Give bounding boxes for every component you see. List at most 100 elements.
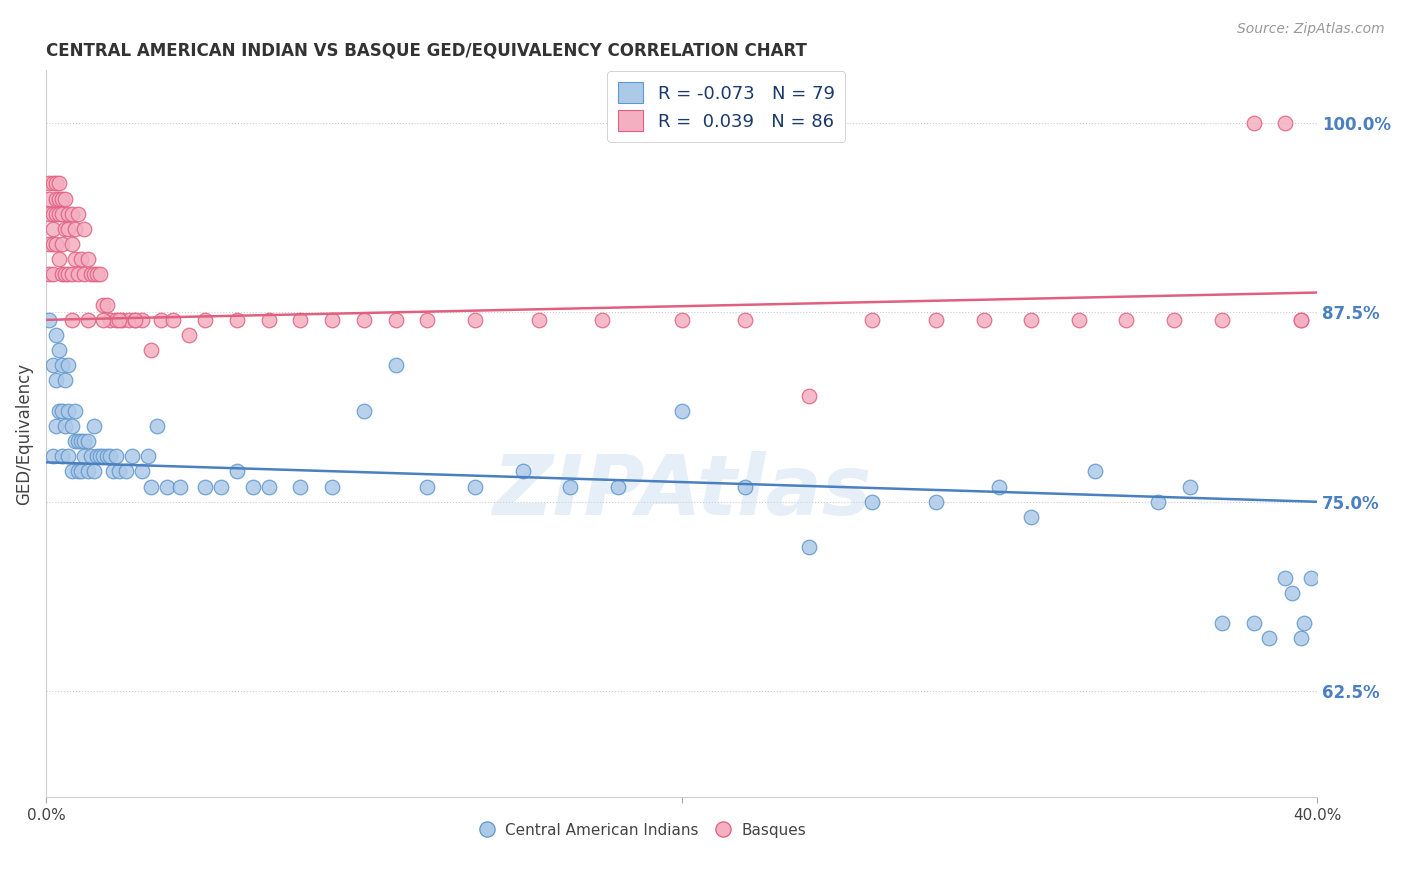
Y-axis label: GED/Equivalency: GED/Equivalency <box>15 362 32 505</box>
Point <box>60 237 83 252</box>
Point <box>1067 313 1090 327</box>
Point <box>925 313 948 327</box>
Point <box>139 480 162 494</box>
Point <box>41 207 63 221</box>
Point <box>93 450 115 464</box>
Point <box>527 313 550 327</box>
Point <box>38 192 60 206</box>
Point <box>1289 313 1312 327</box>
Point <box>1211 616 1233 631</box>
Point <box>53 374 76 388</box>
Point <box>41 450 63 464</box>
Point <box>70 252 93 267</box>
Point <box>118 313 141 327</box>
Point <box>1289 632 1312 646</box>
Point <box>45 328 67 343</box>
Point <box>76 465 98 479</box>
Point <box>671 404 693 418</box>
Point <box>1115 313 1137 327</box>
Point <box>1243 616 1265 631</box>
Point <box>45 192 67 206</box>
Point <box>63 222 86 236</box>
Point <box>560 480 582 494</box>
Point <box>384 313 406 327</box>
Point <box>51 207 73 221</box>
Legend: Central American Indians, Basques: Central American Indians, Basques <box>475 817 813 845</box>
Point <box>734 480 756 494</box>
Point <box>290 313 312 327</box>
Point <box>48 343 70 358</box>
Point <box>73 268 96 282</box>
Point <box>1019 313 1042 327</box>
Point <box>70 465 93 479</box>
Point <box>48 252 70 267</box>
Point <box>124 313 146 327</box>
Point <box>60 207 83 221</box>
Point <box>66 207 89 221</box>
Point <box>73 222 96 236</box>
Point <box>162 313 184 327</box>
Point <box>41 268 63 282</box>
Point <box>321 313 343 327</box>
Point <box>93 313 115 327</box>
Point <box>53 222 76 236</box>
Point <box>48 192 70 206</box>
Text: ZIPAtlas: ZIPAtlas <box>492 451 872 533</box>
Point <box>136 450 159 464</box>
Point <box>131 313 153 327</box>
Point <box>66 434 89 449</box>
Point <box>51 192 73 206</box>
Point <box>41 359 63 373</box>
Point <box>48 404 70 418</box>
Point <box>973 313 995 327</box>
Point <box>58 222 80 236</box>
Point <box>79 268 101 282</box>
Point <box>76 313 98 327</box>
Point <box>45 237 67 252</box>
Point <box>41 222 63 236</box>
Point <box>353 404 375 418</box>
Point <box>131 465 153 479</box>
Point <box>149 313 172 327</box>
Point <box>66 268 89 282</box>
Point <box>1019 510 1042 524</box>
Point <box>51 268 73 282</box>
Point <box>464 313 486 327</box>
Point <box>83 465 105 479</box>
Point <box>257 480 280 494</box>
Point <box>38 207 60 221</box>
Point <box>51 359 73 373</box>
Point <box>925 495 948 509</box>
Point <box>111 313 134 327</box>
Point <box>89 450 111 464</box>
Point <box>96 450 118 464</box>
Point <box>38 313 60 327</box>
Point <box>38 237 60 252</box>
Point <box>58 450 80 464</box>
Point <box>114 465 136 479</box>
Point <box>290 480 312 494</box>
Point <box>121 450 143 464</box>
Point <box>179 328 201 343</box>
Point <box>96 298 118 312</box>
Point <box>66 465 89 479</box>
Point <box>512 465 534 479</box>
Point <box>194 480 217 494</box>
Point <box>1211 313 1233 327</box>
Point <box>108 465 131 479</box>
Point <box>1178 480 1201 494</box>
Point <box>860 313 883 327</box>
Point <box>1258 632 1281 646</box>
Point <box>60 419 83 434</box>
Point <box>797 541 820 555</box>
Text: Source: ZipAtlas.com: Source: ZipAtlas.com <box>1237 22 1385 37</box>
Point <box>58 404 80 418</box>
Point <box>51 237 73 252</box>
Point <box>101 465 124 479</box>
Point <box>1243 116 1265 130</box>
Point <box>76 252 98 267</box>
Point <box>321 480 343 494</box>
Point <box>1274 116 1296 130</box>
Point <box>86 268 108 282</box>
Point <box>58 359 80 373</box>
